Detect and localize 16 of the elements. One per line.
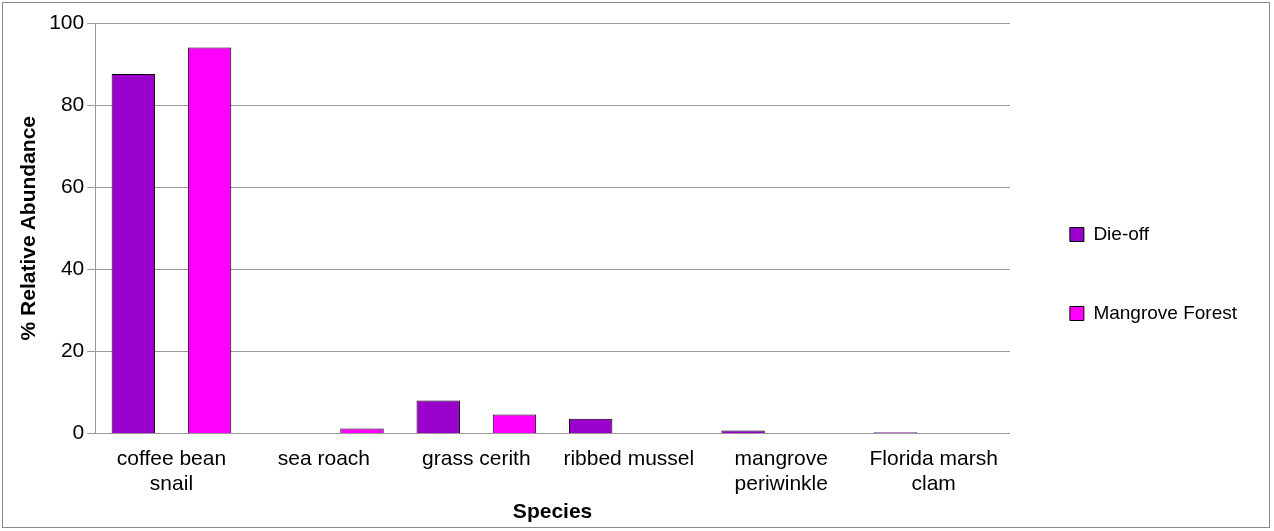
x-tick-label: Florida marsh clam <box>869 445 998 494</box>
y-tick-label: 0 <box>72 420 85 444</box>
x-tick-label: ribbed mussel <box>563 445 695 469</box>
y-tick-label: 100 <box>49 9 85 33</box>
x-tick-label: grass cerith <box>422 445 531 469</box>
y-axis-title: % Relative Abundance <box>16 115 40 341</box>
x-tick-label: coffee bean snail <box>116 445 227 494</box>
legend-label: Mangrove Forest <box>1093 301 1238 323</box>
y-tick-label: 20 <box>60 338 85 362</box>
y-tick-label: 80 <box>60 91 85 115</box>
x-axis-title: Species <box>512 499 593 523</box>
y-tick-label: 40 <box>60 256 85 280</box>
y-tick-label: 60 <box>60 173 85 197</box>
legend-label: Die-off <box>1093 222 1150 244</box>
x-tick-label: mangrove periwinkle <box>734 445 828 494</box>
x-tick-label: sea roach <box>277 445 371 469</box>
